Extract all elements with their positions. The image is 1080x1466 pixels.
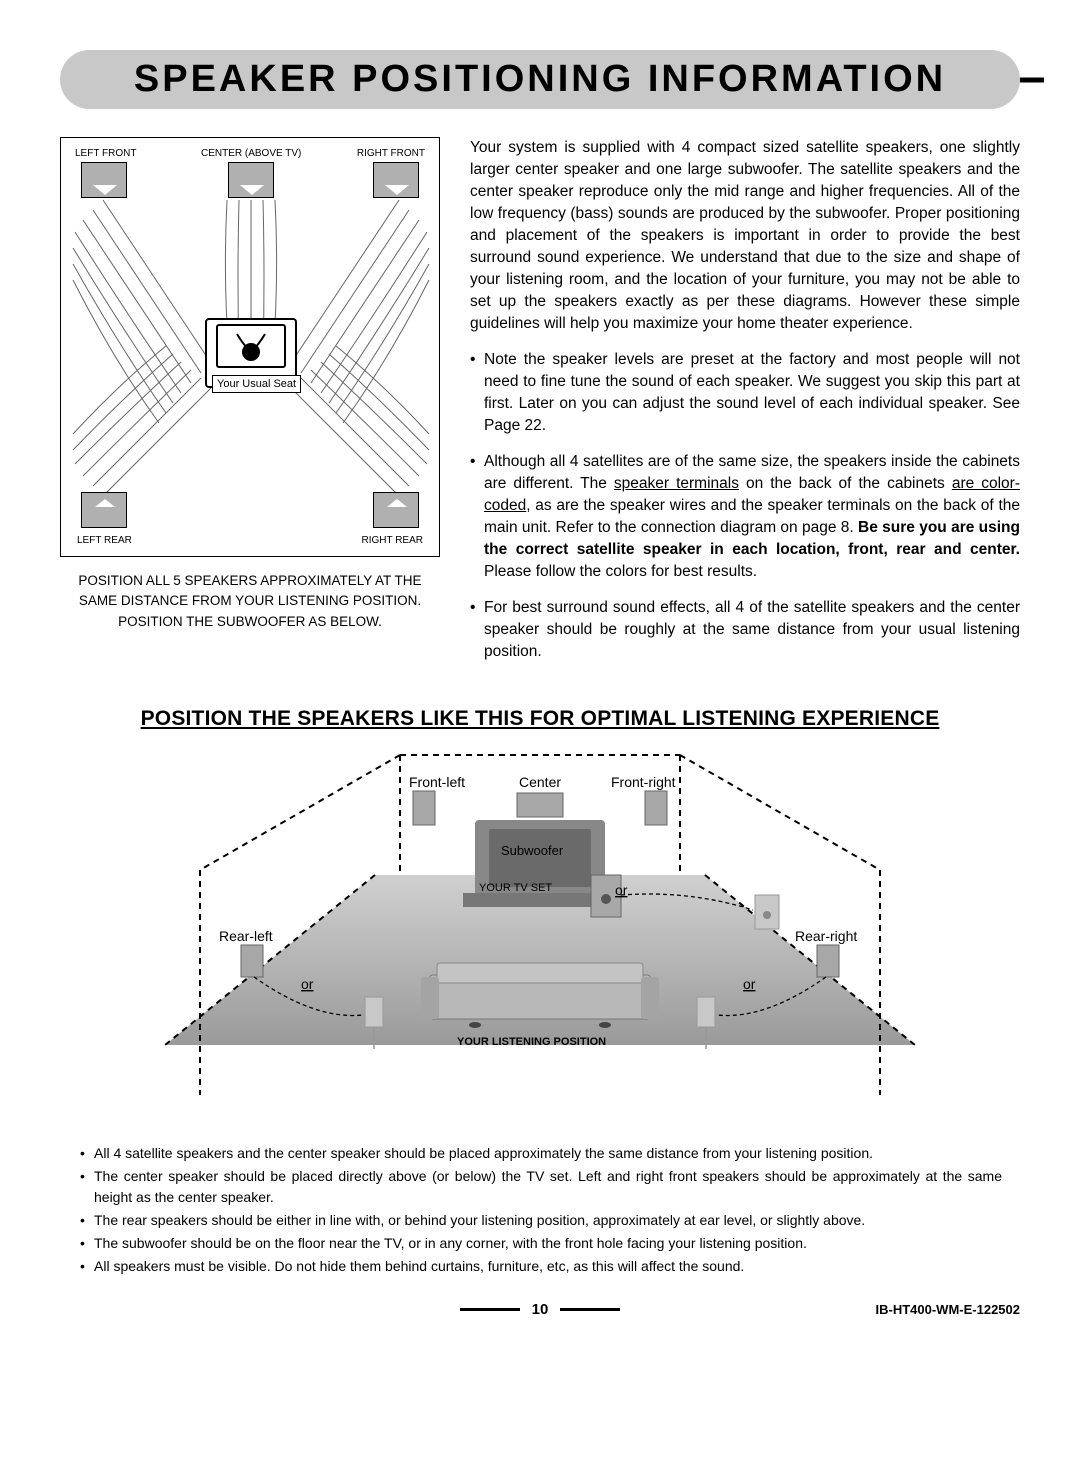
top-section: LEFT FRONT CENTER (ABOVE TV) RIGHT FRONT	[60, 137, 1020, 677]
optimal-heading: POSITION THE SPEAKERS LIKE THIS FOR OPTI…	[60, 707, 1020, 731]
room-perspective-diagram: Front-left Center Front-right Subwoofer …	[145, 745, 935, 1125]
bottom-guidelines: All 4 satellite speakers and the center …	[60, 1143, 1020, 1277]
title-banner: SPEAKER POSITIONING INFORMATION	[60, 50, 1020, 109]
svg-text:or: or	[301, 976, 314, 992]
svg-text:Center: Center	[519, 774, 561, 790]
guideline-4: The subwoofer should be on the floor nea…	[78, 1233, 1002, 1253]
guideline-1: All 4 satellite speakers and the center …	[78, 1143, 1002, 1163]
speaker-layout-diagram: LEFT FRONT CENTER (ABOVE TV) RIGHT FRONT	[60, 137, 440, 557]
intro-paragraph: Your system is supplied with 4 compact s…	[470, 137, 1020, 335]
person-icon	[221, 326, 281, 366]
room-svg: Front-left Center Front-right Subwoofer …	[145, 745, 935, 1125]
page-number: 10	[260, 1301, 820, 1318]
svg-text:Rear-left: Rear-left	[219, 928, 273, 944]
page-title: SPEAKER POSITIONING INFORMATION	[60, 58, 1020, 101]
speaker-right-rear	[373, 492, 419, 528]
intro-text-block: Your system is supplied with 4 compact s…	[470, 137, 1020, 677]
diagram1-wrap: LEFT FRONT CENTER (ABOVE TV) RIGHT FRONT	[60, 137, 440, 677]
title-dash	[1020, 77, 1044, 82]
page-footer: 10 IB-HT400-WM-E-122502	[60, 1301, 1020, 1318]
svg-text:YOUR LISTENING POSITION: YOUR LISTENING POSITION	[457, 1036, 606, 1048]
label-left-rear: LEFT REAR	[77, 535, 132, 546]
label-right-rear: RIGHT REAR	[362, 535, 424, 546]
caption-line2: SAME DISTANCE FROM YOUR LISTENING POSITI…	[79, 593, 421, 608]
bullet-distance: For best surround sound effects, all 4 o…	[470, 597, 1020, 663]
caption-line1: POSITION ALL 5 SPEAKERS APPROXIMATELY AT…	[78, 573, 421, 588]
caption-line3: POSITION THE SUBWOOFER AS BELOW.	[118, 614, 382, 629]
svg-text:or: or	[615, 882, 628, 898]
bullet-preset: Note the speaker levels are preset at th…	[470, 349, 1020, 437]
svg-text:or: or	[743, 976, 756, 992]
bullet-terminals: Although all 4 satellites are of the sam…	[470, 451, 1020, 583]
svg-text:YOUR TV SET: YOUR TV SET	[479, 882, 552, 894]
svg-text:Rear-right: Rear-right	[795, 928, 857, 944]
diagram1-caption: POSITION ALL 5 SPEAKERS APPROXIMATELY AT…	[60, 571, 440, 632]
svg-text:Front-left: Front-left	[409, 774, 465, 790]
label-seat: Your Usual Seat	[212, 375, 301, 393]
guideline-3: The rear speakers should be either in li…	[78, 1210, 1002, 1230]
doc-id: IB-HT400-WM-E-122502	[820, 1302, 1020, 1317]
svg-text:Front-right: Front-right	[611, 774, 676, 790]
guideline-2: The center speaker should be placed dire…	[78, 1166, 1002, 1207]
svg-text:Subwoofer: Subwoofer	[501, 843, 564, 858]
speaker-left-rear	[81, 492, 127, 528]
guideline-5: All speakers must be visible. Do not hid…	[78, 1256, 1002, 1276]
